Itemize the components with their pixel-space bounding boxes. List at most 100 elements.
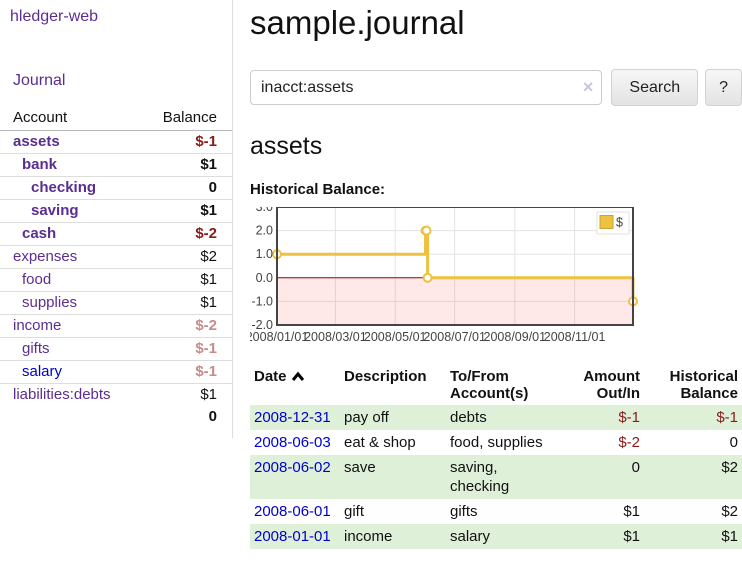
txn-date[interactable]: 2008-06-01 bbox=[250, 499, 340, 524]
sidebar-item-journal[interactable]: Journal bbox=[13, 72, 66, 89]
sidebar-account-link-assets[interactable]: assets bbox=[13, 133, 60, 150]
transaction-row: 2008-12-31 pay off debts $-1 $-1 bbox=[250, 405, 742, 430]
description-column-header: Description bbox=[344, 368, 427, 385]
account-row: bank $1 bbox=[0, 153, 232, 177]
txn-accounts: debts bbox=[450, 409, 487, 426]
svg-text:$: $ bbox=[616, 216, 623, 230]
amount-column-header: Amount Out/In bbox=[583, 368, 640, 402]
account-balance: $1 bbox=[133, 268, 232, 292]
transaction-date-link[interactable]: 2008-06-03 bbox=[254, 434, 331, 451]
account-balance: $-1 bbox=[195, 133, 217, 150]
svg-text:2008/11/01: 2008/11/01 bbox=[544, 330, 606, 344]
transaction-row: 2008-01-01 income salary $1 $1 bbox=[250, 524, 742, 549]
txn-balance: $-1 bbox=[716, 409, 738, 426]
historical-balance-chart: $3.0 2.0 1.0 0.0 -1.0 -2.02008/01/012008/03/0… bbox=[250, 207, 638, 344]
txn-balance: $2 bbox=[721, 503, 738, 520]
sidebar-account-link-expenses[interactable]: expenses bbox=[13, 248, 78, 265]
accounts-total-row: 0 bbox=[0, 406, 232, 428]
transaction-date-link[interactable]: 2008-01-01 bbox=[254, 528, 331, 545]
sidebar-account-link-salary[interactable]: salary bbox=[22, 363, 63, 380]
transaction-row: 2008-06-01 gift gifts $1 $2 bbox=[250, 499, 742, 524]
sidebar-account-link-cash[interactable]: cash bbox=[22, 225, 57, 242]
txn-accounts: gifts bbox=[450, 503, 478, 520]
svg-text:2008/03/01: 2008/03/01 bbox=[304, 330, 367, 344]
txn-date[interactable]: 2008-06-03 bbox=[250, 430, 340, 455]
sidebar-account-link-liabilities-debts[interactable]: liabilities:debts bbox=[13, 386, 111, 403]
svg-text:0.0: 0.0 bbox=[256, 271, 273, 285]
txn-balance: 0 bbox=[729, 434, 738, 451]
account-heading: assets bbox=[250, 132, 323, 160]
transaction-row: 2008-06-03 eat & shop food, supplies $-2 0 bbox=[250, 430, 742, 455]
account-balance: $-1 bbox=[133, 360, 232, 384]
txn-amount: $1 bbox=[623, 503, 640, 520]
txn-description: pay off bbox=[344, 409, 389, 426]
svg-text:-2.0: -2.0 bbox=[251, 318, 273, 332]
date-column-header[interactable]: Date bbox=[250, 365, 340, 405]
svg-text:2008/07/01: 2008/07/01 bbox=[423, 330, 486, 344]
search-button[interactable]: Search bbox=[611, 69, 699, 106]
svg-text:2008/09/01: 2008/09/01 bbox=[484, 330, 547, 344]
sidebar-account-link-income[interactable]: income bbox=[13, 317, 62, 334]
sidebar-account-link-bank[interactable]: bank bbox=[22, 156, 58, 173]
account-row: salary $-1 bbox=[0, 360, 232, 384]
account-balance: $1 bbox=[133, 199, 232, 223]
clear-search-icon[interactable]: × bbox=[582, 77, 594, 97]
sidebar-account-link-checking[interactable]: checking bbox=[31, 179, 97, 196]
account-row: saving $1 bbox=[0, 199, 232, 223]
txn-accounts: food, supplies bbox=[450, 434, 543, 451]
txn-description: eat & shop bbox=[344, 434, 416, 451]
txn-balance: $2 bbox=[721, 459, 738, 476]
account-balance: $-2 bbox=[133, 314, 232, 338]
accounts-total-balance: 0 bbox=[208, 408, 217, 425]
sidebar-account-link-food[interactable]: food bbox=[22, 271, 52, 288]
search-input[interactable] bbox=[250, 70, 603, 105]
transaction-date-link[interactable]: 2008-06-02 bbox=[254, 459, 331, 476]
account-balance: $1 bbox=[133, 153, 232, 177]
account-row: food $1 bbox=[0, 268, 232, 292]
search-help-button[interactable]: ? bbox=[705, 69, 742, 106]
svg-text:1.0: 1.0 bbox=[256, 247, 273, 261]
page-title: sample.journal bbox=[250, 4, 465, 41]
txn-amount: $-1 bbox=[618, 409, 640, 426]
balance-column-header: Balance bbox=[133, 107, 232, 131]
svg-text:-1.0: -1.0 bbox=[251, 294, 273, 308]
account-balance: $1 bbox=[133, 383, 232, 406]
svg-text:2008/05/01: 2008/05/01 bbox=[364, 330, 427, 344]
account-balance: $2 bbox=[133, 245, 232, 269]
svg-text:3.0: 3.0 bbox=[256, 207, 273, 214]
txn-balance: $1 bbox=[721, 528, 738, 545]
txn-amount: $1 bbox=[623, 528, 640, 545]
accounts-column-header: To/From Account(s) bbox=[450, 368, 529, 402]
sidebar-account-link-saving[interactable]: saving bbox=[31, 202, 79, 219]
account-row: expenses $2 bbox=[0, 245, 232, 269]
svg-text:2.0: 2.0 bbox=[256, 224, 273, 238]
app-brand-link[interactable]: hledger-web bbox=[10, 8, 99, 25]
transaction-date-link[interactable]: 2008-06-01 bbox=[254, 503, 331, 520]
txn-amount: 0 bbox=[631, 459, 640, 476]
account-row: gifts $-1 bbox=[0, 337, 232, 361]
txn-accounts: saving, checking bbox=[450, 459, 510, 495]
sort-ascending-icon bbox=[291, 369, 305, 386]
account-row: liabilities:debts $1 bbox=[0, 383, 232, 406]
sidebar: hledger-web Journal Account Balance asse… bbox=[0, 0, 233, 438]
chart-title: Historical Balance: bbox=[250, 181, 386, 198]
account-balance: $-1 bbox=[133, 337, 232, 361]
account-balance: 0 bbox=[133, 176, 232, 200]
txn-date[interactable]: 2008-01-01 bbox=[250, 524, 340, 549]
svg-text:2008/01/01: 2008/01/01 bbox=[250, 330, 308, 344]
transaction-row: 2008-06-02 save saving, checking 0 $2 bbox=[250, 455, 742, 499]
account-balance: $1 bbox=[133, 291, 232, 315]
sidebar-account-link-supplies[interactable]: supplies bbox=[22, 294, 78, 311]
account-balance: $-2 bbox=[133, 222, 232, 246]
sidebar-account-link-gifts[interactable]: gifts bbox=[22, 340, 50, 357]
accounts-column-header: Account bbox=[0, 107, 134, 131]
account-row: income $-2 bbox=[0, 314, 232, 338]
transactions-table: Date Description To/From Account(s) Amou… bbox=[250, 365, 742, 549]
accounts-table: Account Balance assets $-1 bank $1 checking 0… bbox=[0, 107, 232, 428]
txn-amount: $-2 bbox=[618, 434, 640, 451]
transaction-date-link[interactable]: 2008-12-31 bbox=[254, 409, 331, 426]
txn-date[interactable]: 2008-12-31 bbox=[250, 405, 340, 430]
txn-date[interactable]: 2008-06-02 bbox=[250, 455, 340, 499]
txn-description: income bbox=[344, 528, 393, 545]
balance-column-header: Historical Balance bbox=[669, 368, 738, 402]
